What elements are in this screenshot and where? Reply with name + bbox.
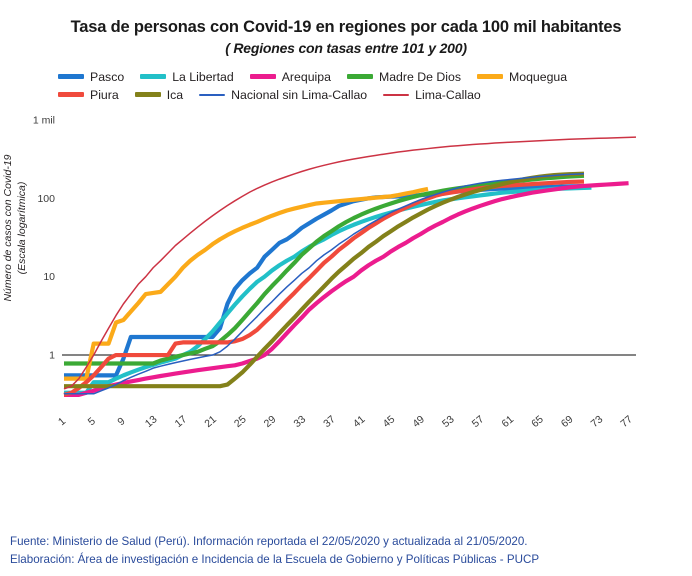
page-title: Tasa de personas con Covid-19 en regione… (70, 18, 622, 36)
legend-label: La Libertad (172, 69, 234, 84)
x-axis-tick-label: 49 (410, 413, 427, 430)
legend-label: Lima-Callao (415, 87, 481, 102)
x-axis-tick-label: 29 (262, 413, 279, 430)
footer-note: Fuente: Ministerio de Salud (Perú). Info… (10, 533, 539, 568)
legend-item-moquegua[interactable]: Moquegua (476, 69, 568, 84)
x-axis-tick-label: 37 (321, 413, 338, 430)
series-line-ica (64, 171, 585, 389)
x-axis-tick-label: 33 (291, 413, 308, 430)
x-axis-tick-label: 1 (56, 415, 68, 428)
series-line-pasco (64, 183, 585, 378)
legend-item-madre-de-dios[interactable]: Madre De Dios (346, 69, 461, 84)
legend-item-lima-callao[interactable]: Lima-Callao (383, 88, 481, 102)
x-axis-tick-label: 13 (143, 413, 160, 430)
legend-row: Pasco La Libertad Arequipa Madre De Dios Moq… (58, 70, 658, 84)
y-axis-tick-label: 100 (37, 193, 55, 205)
x-axis-tick-label: 41 (351, 413, 368, 430)
x-axis-tick-label: 73 (589, 413, 606, 430)
legend-label: Nacional sin Lima-Callao (231, 87, 368, 102)
chart-canvas: 1 10 100 1 mil 1 5 9 13 17 21 25 29 33 37 41 45 49 53 57 61… (33, 114, 637, 430)
chart-subtitle: ( Regiones con tasas entre 101 y 200) (225, 39, 467, 56)
legend-color-swatch (134, 92, 161, 98)
legend-item-la-libertad[interactable]: La Libertad (140, 70, 234, 84)
legend-item-pasco[interactable]: Pasco (58, 70, 124, 84)
legend-item-nacional-sin-lima-callao[interactable]: Nacional sin Lima-Callao (199, 88, 367, 102)
x-axis-tick-label: 57 (470, 413, 487, 430)
x-axis-tick-label: 77 (618, 413, 635, 430)
legend-color-swatch (249, 74, 276, 80)
legend-item-arequipa[interactable]: Arequipa (249, 69, 331, 84)
legend-label: Arequipa (281, 69, 331, 84)
y-axis-tick-label: 1 (49, 350, 55, 362)
x-axis-tick-label: 65 (529, 413, 546, 430)
y-axis-tick-label: 10 (43, 271, 55, 283)
x-axis-tick-label: 21 (202, 413, 219, 430)
y-axis-title-line2: (Escala logarítmica) (15, 181, 28, 275)
x-axis-tick-label: 25 (232, 413, 249, 430)
y-axis-title-line1: Número de casos con Covid-19 (2, 154, 14, 302)
x-axis-tick-label: 61 (499, 413, 516, 430)
y-axis-title: Número de casos con Covid-19 (Escala log… (2, 128, 29, 328)
series-line-moquegua (64, 186, 429, 381)
legend-color-swatch (476, 74, 503, 80)
legend-item-piura[interactable]: Piura (58, 88, 119, 102)
x-axis-tick-label: 17 (173, 413, 190, 430)
series-line-nacional-sin-lima-callao (64, 172, 585, 395)
legend-color-swatch (383, 94, 410, 96)
y-axis-tick-label: 1 mil (33, 114, 55, 126)
legend-item-ica[interactable]: Ica (134, 87, 184, 102)
legend-color-swatch (140, 74, 167, 80)
legend-label: Moquegua (508, 69, 568, 84)
footer-line-1: Fuente: Ministerio de Salud (Perú). Info… (10, 535, 528, 549)
chart-legend: Pasco La Libertad Arequipa Madre De Dios Moq… (58, 70, 658, 102)
legend-label: Ica (166, 87, 184, 102)
legend-label: Pasco (90, 69, 125, 84)
legend-color-swatch (58, 92, 84, 98)
x-axis-tick-label: 69 (559, 413, 576, 430)
x-axis-tick-label: 53 (440, 413, 457, 430)
legend-row: Piura Ica Nacional sin Lima-Callao Lima-Cal… (58, 88, 658, 102)
legend-label: Madre De Dios (378, 69, 461, 84)
x-axis-tick-label: 5 (86, 415, 98, 428)
series-line-arequipa (64, 181, 629, 397)
legend-color-swatch (199, 94, 226, 96)
footer-line-2: Elaboración: Área de investigación e Inc… (10, 552, 540, 566)
plot-area: 1 10 100 1 mil 1 5 9 13 17 21 25 29 33 37 41 45 49 53 57 61… (0, 106, 692, 436)
x-axis-tick-label: 9 (115, 415, 127, 428)
title-block: Tasa de personas con Covid-19 en regione… (0, 0, 692, 56)
x-axis-tick-label: 45 (381, 413, 398, 430)
legend-color-swatch (58, 74, 84, 80)
legend-label: Piura (90, 87, 119, 102)
legend-color-swatch (346, 74, 373, 80)
series-line-lima-callao (63, 136, 637, 390)
